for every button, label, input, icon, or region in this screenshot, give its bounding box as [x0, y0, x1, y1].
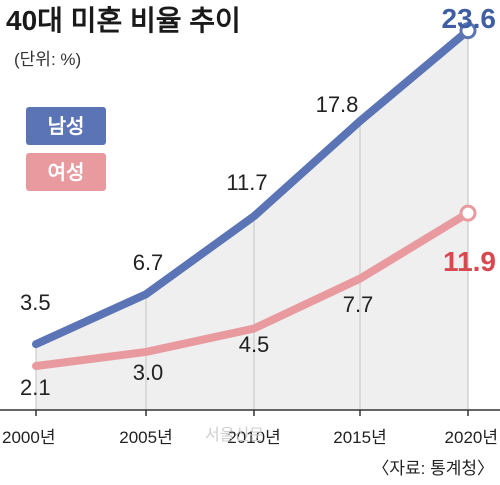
watermark: 서울신문 — [205, 426, 264, 444]
point-female-2020 — [459, 204, 477, 222]
data-label-male-2020: 23.6 — [442, 3, 497, 34]
plot-area: 2000년 2005년 2010년 2015년 2020년 3.5 6.7 11.7 17.8 2… — [0, 3, 500, 447]
x-tick-label: 2020년 — [445, 428, 498, 447]
data-label-male: 3.5 — [20, 290, 51, 315]
legend-label-male: 남성 — [48, 115, 85, 138]
legend: 남성 여성 — [26, 107, 106, 191]
x-tick-label: 2000년 — [2, 428, 55, 447]
data-label-male: 6.7 — [133, 250, 164, 275]
x-tick-label: 2015년 — [333, 428, 386, 447]
data-label-male: 11.7 — [226, 170, 267, 195]
legend-label-female: 여성 — [48, 161, 85, 184]
legend-swatch-female — [26, 153, 106, 191]
source-label: 〈자료: 통계청〉 — [372, 459, 494, 478]
point-male-2020 — [459, 22, 477, 40]
data-label-female: 4.5 — [239, 332, 270, 357]
data-label-female: 7.7 — [343, 292, 374, 317]
data-label-female: 2.1 — [20, 375, 51, 400]
x-tick-label: 2005년 — [119, 428, 172, 447]
data-label-female: 3.0 — [133, 360, 164, 385]
legend-swatch-male — [26, 107, 106, 145]
series-line-male — [32, 26, 472, 349]
series-line-female — [32, 209, 472, 370]
data-label-female-2020: 11.9 — [443, 246, 496, 277]
x-tick-label: 2010년 — [227, 428, 280, 447]
data-label-male: 17.8 — [316, 92, 359, 117]
chart-title: 40대 미혼 비율 추이 — [6, 5, 241, 36]
unit-label: (단위: %) — [14, 50, 81, 69]
